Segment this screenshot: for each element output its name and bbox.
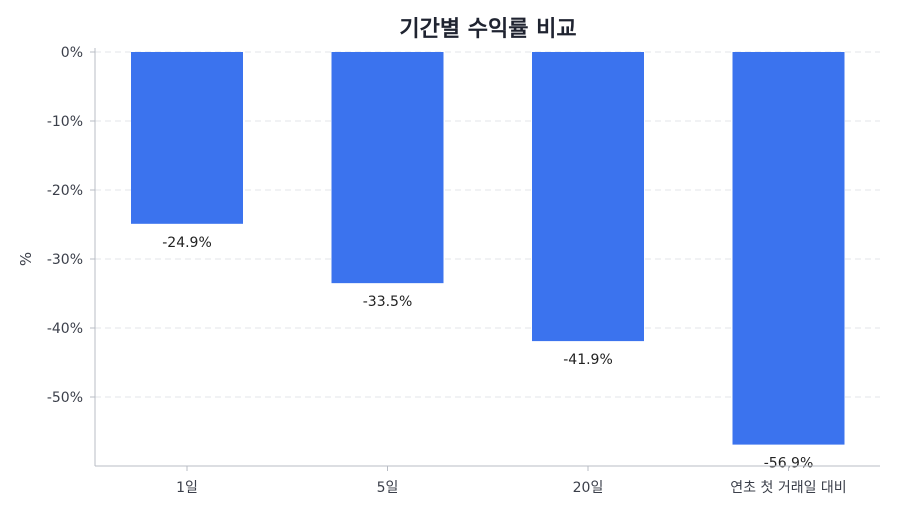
y-tick-label: -40% <box>47 321 83 337</box>
data-label: -56.9% <box>764 456 814 472</box>
y-tick-label: -10% <box>47 114 83 130</box>
data-label: -24.9% <box>162 235 212 251</box>
y-tick-label: -20% <box>47 183 83 199</box>
bar <box>131 52 243 224</box>
x-tick-label: 연초 첫 거래일 대비 <box>730 480 846 496</box>
x-tick-label: 1일 <box>176 480 198 496</box>
y-tick-label: -50% <box>47 390 83 406</box>
bar <box>732 52 845 445</box>
y-axis-label: % <box>17 252 35 266</box>
chart-title: 기간별 수익률 비교 <box>399 17 576 42</box>
y-tick-label: 0% <box>61 45 83 61</box>
x-tick-label: 20일 <box>573 480 604 496</box>
data-label: -41.9% <box>563 352 613 368</box>
data-labels: -24.9% -33.5% -41.9% -56.9% <box>162 235 813 472</box>
x-tick-label: 5일 <box>377 480 399 496</box>
bar <box>532 52 644 342</box>
y-tick-label: -30% <box>47 252 83 268</box>
bar <box>331 52 444 284</box>
y-axis-ticks: 0% -10% -20% -30% -40% -50% <box>47 45 95 406</box>
data-label: -33.5% <box>363 294 413 310</box>
x-axis-ticks: 1일 5일 20일 연초 첫 거래일 대비 <box>176 466 847 496</box>
bars <box>131 52 845 445</box>
